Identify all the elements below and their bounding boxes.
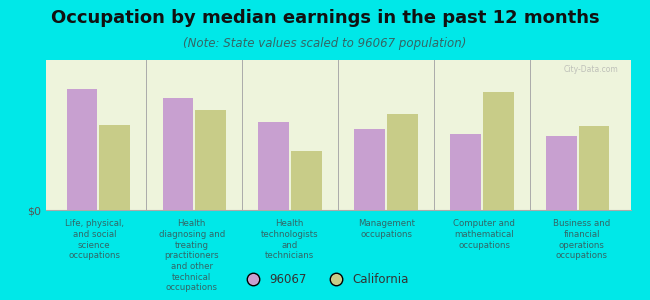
- Bar: [387, 114, 417, 210]
- Text: Health
diagnosing and
treating
practitioners
and other
technical
occupations: Health diagnosing and treating practitio…: [159, 219, 225, 292]
- Bar: [195, 110, 226, 210]
- Bar: [483, 92, 514, 210]
- Text: Life, physical,
and social
science
occupations: Life, physical, and social science occup…: [65, 219, 124, 260]
- Bar: [450, 134, 481, 210]
- Text: Computer and
mathematical
occupations: Computer and mathematical occupations: [453, 219, 515, 250]
- Bar: [546, 136, 577, 210]
- Bar: [162, 98, 193, 210]
- Text: Business and
financial
operations
occupations: Business and financial operations occupa…: [553, 219, 610, 260]
- Bar: [291, 151, 322, 210]
- Bar: [99, 125, 130, 210]
- Text: Occupation by median earnings in the past 12 months: Occupation by median earnings in the pas…: [51, 9, 599, 27]
- Bar: [259, 122, 289, 210]
- Bar: [354, 129, 385, 210]
- Text: Management
occupations: Management occupations: [358, 219, 415, 239]
- Text: City-Data.com: City-Data.com: [564, 64, 619, 74]
- Text: Health
technologists
and
technicians: Health technologists and technicians: [261, 219, 318, 260]
- Bar: [578, 126, 610, 210]
- Text: (Note: State values scaled to 96067 population): (Note: State values scaled to 96067 popu…: [183, 38, 467, 50]
- Legend: 96067, California: 96067, California: [236, 269, 414, 291]
- Bar: [66, 89, 98, 210]
